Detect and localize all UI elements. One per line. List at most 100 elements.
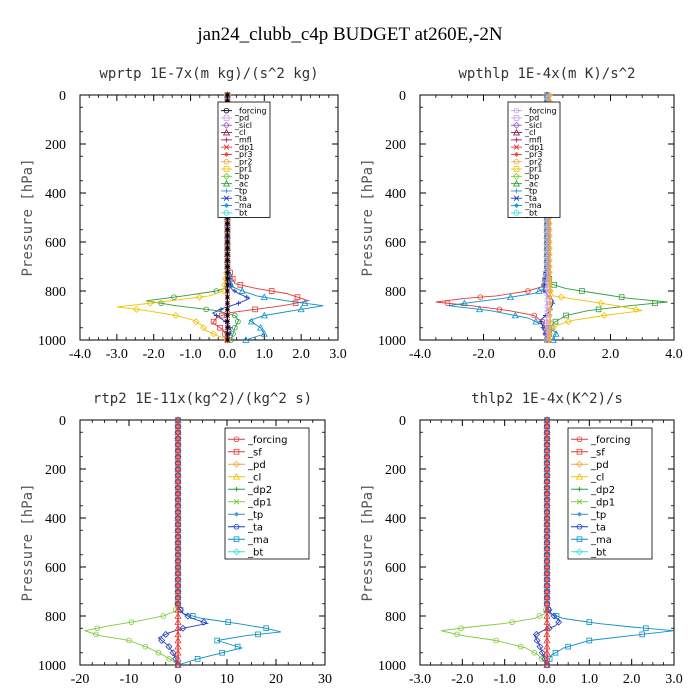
y-tick-label: 800	[45, 285, 66, 300]
legend-label: _ma	[247, 535, 269, 546]
data-point	[642, 625, 649, 632]
legend-marker	[513, 172, 520, 180]
data-point	[547, 98, 553, 104]
y-tick-label: 0	[399, 89, 406, 104]
data-point	[210, 318, 217, 325]
data-point	[194, 656, 201, 662]
data-point	[297, 305, 305, 313]
data-point	[223, 336, 231, 344]
data-point	[292, 300, 299, 307]
data-point	[511, 311, 519, 319]
chart-panel-3: rtp2 1E-11x(kg^2)/(kg^2 s) Pressure [hPa]…	[20, 391, 332, 687]
y-tick-label: 800	[45, 610, 66, 625]
legend-marker	[233, 448, 240, 455]
legend-marker	[514, 152, 519, 157]
legend-label: _pr1	[234, 165, 252, 174]
legend-label: _ta	[590, 522, 606, 533]
legend-marker	[223, 115, 230, 121]
data-point	[217, 324, 223, 331]
legend-marker	[224, 203, 229, 208]
data-point	[268, 288, 275, 294]
data-point	[237, 282, 244, 288]
data-point	[155, 649, 162, 656]
data-point	[547, 313, 553, 318]
legend-marker	[575, 473, 584, 480]
plot-frame	[79, 94, 339, 341]
data-point	[294, 294, 301, 300]
legend-label: _forcing	[590, 435, 631, 446]
legend-label: _ma	[234, 201, 252, 210]
data-point	[213, 313, 219, 318]
y-tick-label: 600	[385, 561, 406, 576]
panel-title: thlp2 1E-4x(K^2)/s	[471, 391, 623, 407]
y-tick-label: 600	[45, 236, 66, 251]
data-point	[531, 649, 538, 656]
data-point	[531, 312, 538, 319]
legend-marker	[512, 128, 521, 136]
legend-label: _pd	[590, 460, 609, 471]
legend-marker	[514, 203, 519, 208]
legend-label: _forcing	[524, 106, 557, 115]
legend-marker	[223, 195, 230, 201]
legend-label: _pr2	[524, 157, 542, 166]
data-point	[232, 312, 238, 319]
series-line	[546, 95, 643, 341]
data-point	[543, 661, 551, 668]
data-point	[547, 257, 553, 263]
data-point	[263, 625, 269, 632]
x-tick-label: 1.0	[256, 347, 274, 362]
legend-marker	[224, 137, 229, 143]
legend-marker	[514, 188, 519, 194]
data-point	[547, 306, 553, 312]
y-tick-label: 0	[59, 414, 66, 429]
data-point	[242, 336, 250, 343]
data-point	[225, 221, 230, 227]
data-point	[533, 637, 541, 644]
data-point	[632, 305, 640, 313]
data-point	[225, 331, 230, 337]
data-point	[535, 287, 543, 294]
data-point	[184, 612, 192, 620]
data-point	[234, 643, 241, 650]
legend-marker	[233, 536, 240, 543]
y-tick-label: 200	[385, 138, 406, 153]
x-tick-label: 10	[220, 672, 234, 687]
x-tick-label: 30	[318, 672, 332, 687]
legend-label: _ac	[524, 179, 538, 188]
y-tick-label: 200	[385, 463, 406, 478]
data-point	[93, 631, 99, 638]
legend-marker	[234, 486, 239, 492]
legend-label: _tp	[247, 510, 263, 521]
data-point	[652, 300, 658, 307]
data-point	[550, 612, 558, 620]
y-tick-label: 400	[45, 187, 66, 202]
data-point	[169, 649, 177, 657]
x-tick-label: -10	[120, 672, 139, 687]
legend-label: _cl	[247, 472, 261, 483]
legend-marker	[233, 523, 240, 530]
legend-marker	[223, 166, 230, 172]
legend-label: _cl	[234, 128, 246, 137]
data-point	[165, 643, 173, 651]
x-tick-label: -4.0	[409, 347, 431, 362]
data-point	[225, 98, 230, 104]
y-tick-label: 0	[59, 89, 66, 104]
legend-label: _cl	[590, 472, 604, 483]
data-point	[543, 661, 551, 669]
legend: _forcing_pd_sicl_cl_mfl_dp1_pr3_pr2_pr1_…	[217, 101, 271, 218]
data-point	[142, 643, 149, 650]
x-tick-label: -20	[71, 672, 90, 687]
legend-marker	[223, 107, 230, 114]
legend-label: _tp	[524, 187, 537, 196]
data-point	[538, 319, 544, 325]
data-point	[255, 631, 261, 638]
legend-marker	[513, 121, 520, 129]
data-point	[257, 324, 265, 331]
legend-label: _pd	[234, 114, 249, 123]
data-point	[506, 293, 515, 300]
data-point	[509, 619, 515, 625]
legend-label: _dp1	[590, 497, 615, 508]
series-group	[83, 416, 282, 669]
legend-marker	[513, 115, 520, 121]
